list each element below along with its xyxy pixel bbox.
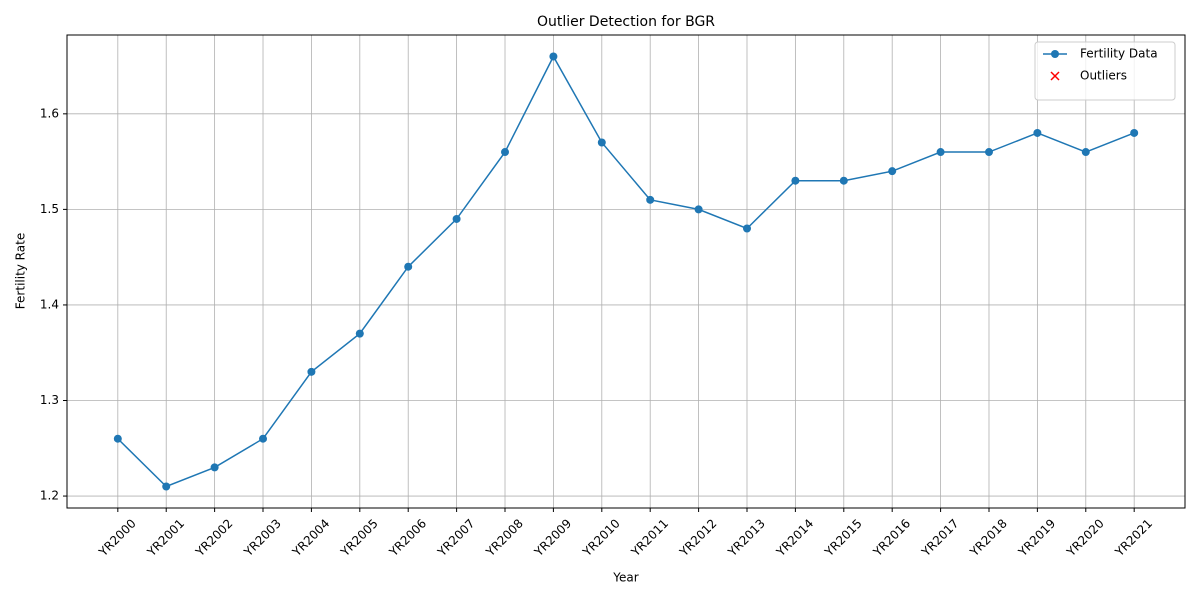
data-point	[549, 52, 558, 61]
y-tick-label: 1.2	[40, 489, 59, 503]
data-point	[597, 138, 606, 147]
legend-label: Outliers	[1080, 69, 1127, 83]
x-axis-label: Year	[612, 571, 638, 585]
data-point	[501, 148, 510, 157]
data-point	[452, 214, 461, 223]
data-point	[113, 434, 122, 443]
data-point	[404, 262, 413, 271]
data-point	[742, 224, 751, 233]
legend-marker	[1050, 71, 1060, 81]
chart-title: Outlier Detection for BGR	[537, 14, 715, 30]
data-point	[984, 148, 993, 157]
data-point	[355, 329, 364, 338]
legend-box	[1034, 41, 1176, 101]
data-point	[646, 195, 655, 204]
data-point	[1081, 148, 1090, 157]
data-point	[1130, 128, 1139, 137]
data-point	[791, 176, 800, 185]
data-point	[839, 176, 848, 185]
plot-frame	[66, 34, 1186, 509]
data-point	[694, 205, 703, 214]
y-tick-label: 1.6	[40, 106, 59, 120]
data-point	[888, 167, 897, 176]
y-tick-label: 1.3	[40, 393, 59, 407]
data-point	[307, 367, 316, 376]
data-point	[210, 463, 219, 472]
data-point	[936, 148, 945, 157]
data-point	[259, 434, 268, 443]
legend-label: Fertility Data	[1080, 47, 1158, 61]
legend-marker	[1051, 50, 1059, 58]
y-tick-label: 1.5	[40, 202, 59, 216]
y-axis-label: Fertility Rate	[14, 233, 28, 309]
data-point	[1033, 128, 1042, 137]
y-tick-label: 1.4	[40, 297, 59, 311]
data-line	[117, 54, 1135, 488]
data-point	[162, 482, 171, 491]
